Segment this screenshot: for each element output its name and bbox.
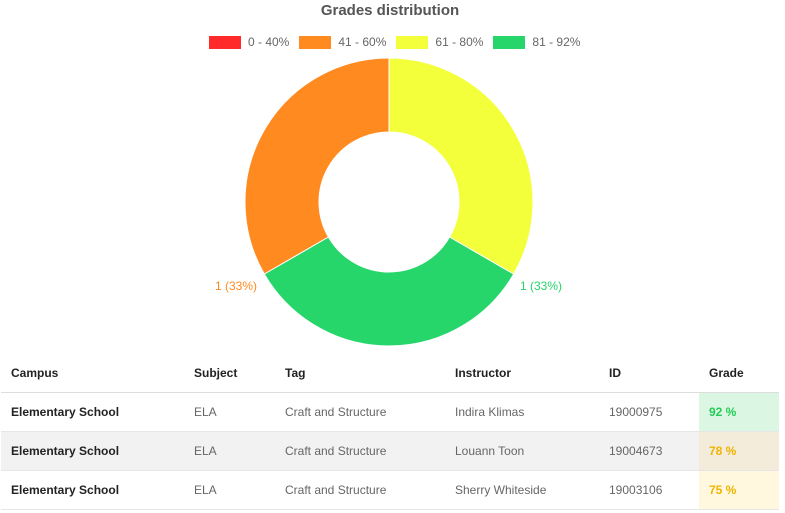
header-subject[interactable]: Subject — [184, 354, 275, 393]
header-instructor[interactable]: Instructor — [445, 354, 599, 393]
legend-label: 41 - 60% — [338, 35, 387, 49]
slice-81-92[interactable] — [263, 236, 515, 347]
chart-legend: 0 - 40% 41 - 60% 61 - 80% 81 - 92% — [209, 35, 590, 49]
legend-swatch — [299, 35, 332, 49]
slice-41-60[interactable] — [244, 57, 390, 275]
legend-label: 0 - 40% — [248, 35, 290, 49]
cell-instructor: Louann Toon — [445, 431, 599, 471]
cell-subject: ELA — [184, 392, 275, 432]
cell-subject: ELA — [184, 431, 275, 471]
table-row[interactable]: Elementary School ELA Craft and Structur… — [1, 392, 779, 432]
header-grade[interactable]: Grade — [699, 354, 779, 393]
slice-label-41-60: 1 (33%) — [215, 279, 258, 293]
chart-title: Grades distribution — [320, 2, 460, 19]
legend-item-61-80[interactable]: 61 - 80% — [396, 35, 483, 49]
cell-id: 19004673 — [599, 431, 699, 471]
cell-campus: Elementary School — [1, 431, 184, 471]
legend-swatch — [209, 35, 241, 49]
cell-subject: ELA — [184, 470, 275, 510]
legend-item-0-40[interactable]: 0 - 40% — [209, 35, 289, 49]
legend-item-81-92[interactable]: 81 - 92% — [493, 35, 580, 49]
header-tag[interactable]: Tag — [275, 354, 445, 393]
header-id[interactable]: ID — [599, 354, 699, 393]
cell-instructor: Indira Klimas — [445, 392, 599, 432]
legend-item-41-60[interactable]: 41 - 60% — [299, 35, 386, 49]
cell-grade: 92 % — [699, 392, 779, 432]
slice-label-81-92: 1 (33%) — [520, 279, 563, 293]
cell-id: 19003106 — [599, 470, 699, 510]
header-campus[interactable]: Campus — [1, 354, 184, 393]
cell-tag: Craft and Structure — [275, 431, 445, 471]
legend-label: 61 - 80% — [435, 35, 484, 49]
table-header-row: Campus Subject Tag Instructor ID Grade — [1, 354, 779, 393]
cell-grade: 78 % — [699, 431, 779, 471]
cell-id: 19000975 — [599, 392, 699, 432]
table-row[interactable]: Elementary School ELA Craft and Structur… — [1, 470, 779, 510]
cell-tag: Craft and Structure — [275, 470, 445, 510]
grades-table: Campus Subject Tag Instructor ID Grade E… — [1, 354, 779, 510]
legend-swatch — [493, 35, 526, 49]
table-row[interactable]: Elementary School ELA Craft and Structur… — [1, 431, 779, 471]
slice-61-80[interactable] — [388, 57, 534, 275]
legend-swatch — [396, 35, 429, 49]
cell-tag: Craft and Structure — [275, 392, 445, 432]
cell-campus: Elementary School — [1, 470, 184, 510]
donut-chart — [244, 57, 534, 347]
cell-campus: Elementary School — [1, 392, 184, 432]
cell-grade: 75 % — [699, 470, 779, 510]
cell-instructor: Sherry Whiteside — [445, 470, 599, 510]
legend-label: 81 - 92% — [532, 35, 581, 49]
